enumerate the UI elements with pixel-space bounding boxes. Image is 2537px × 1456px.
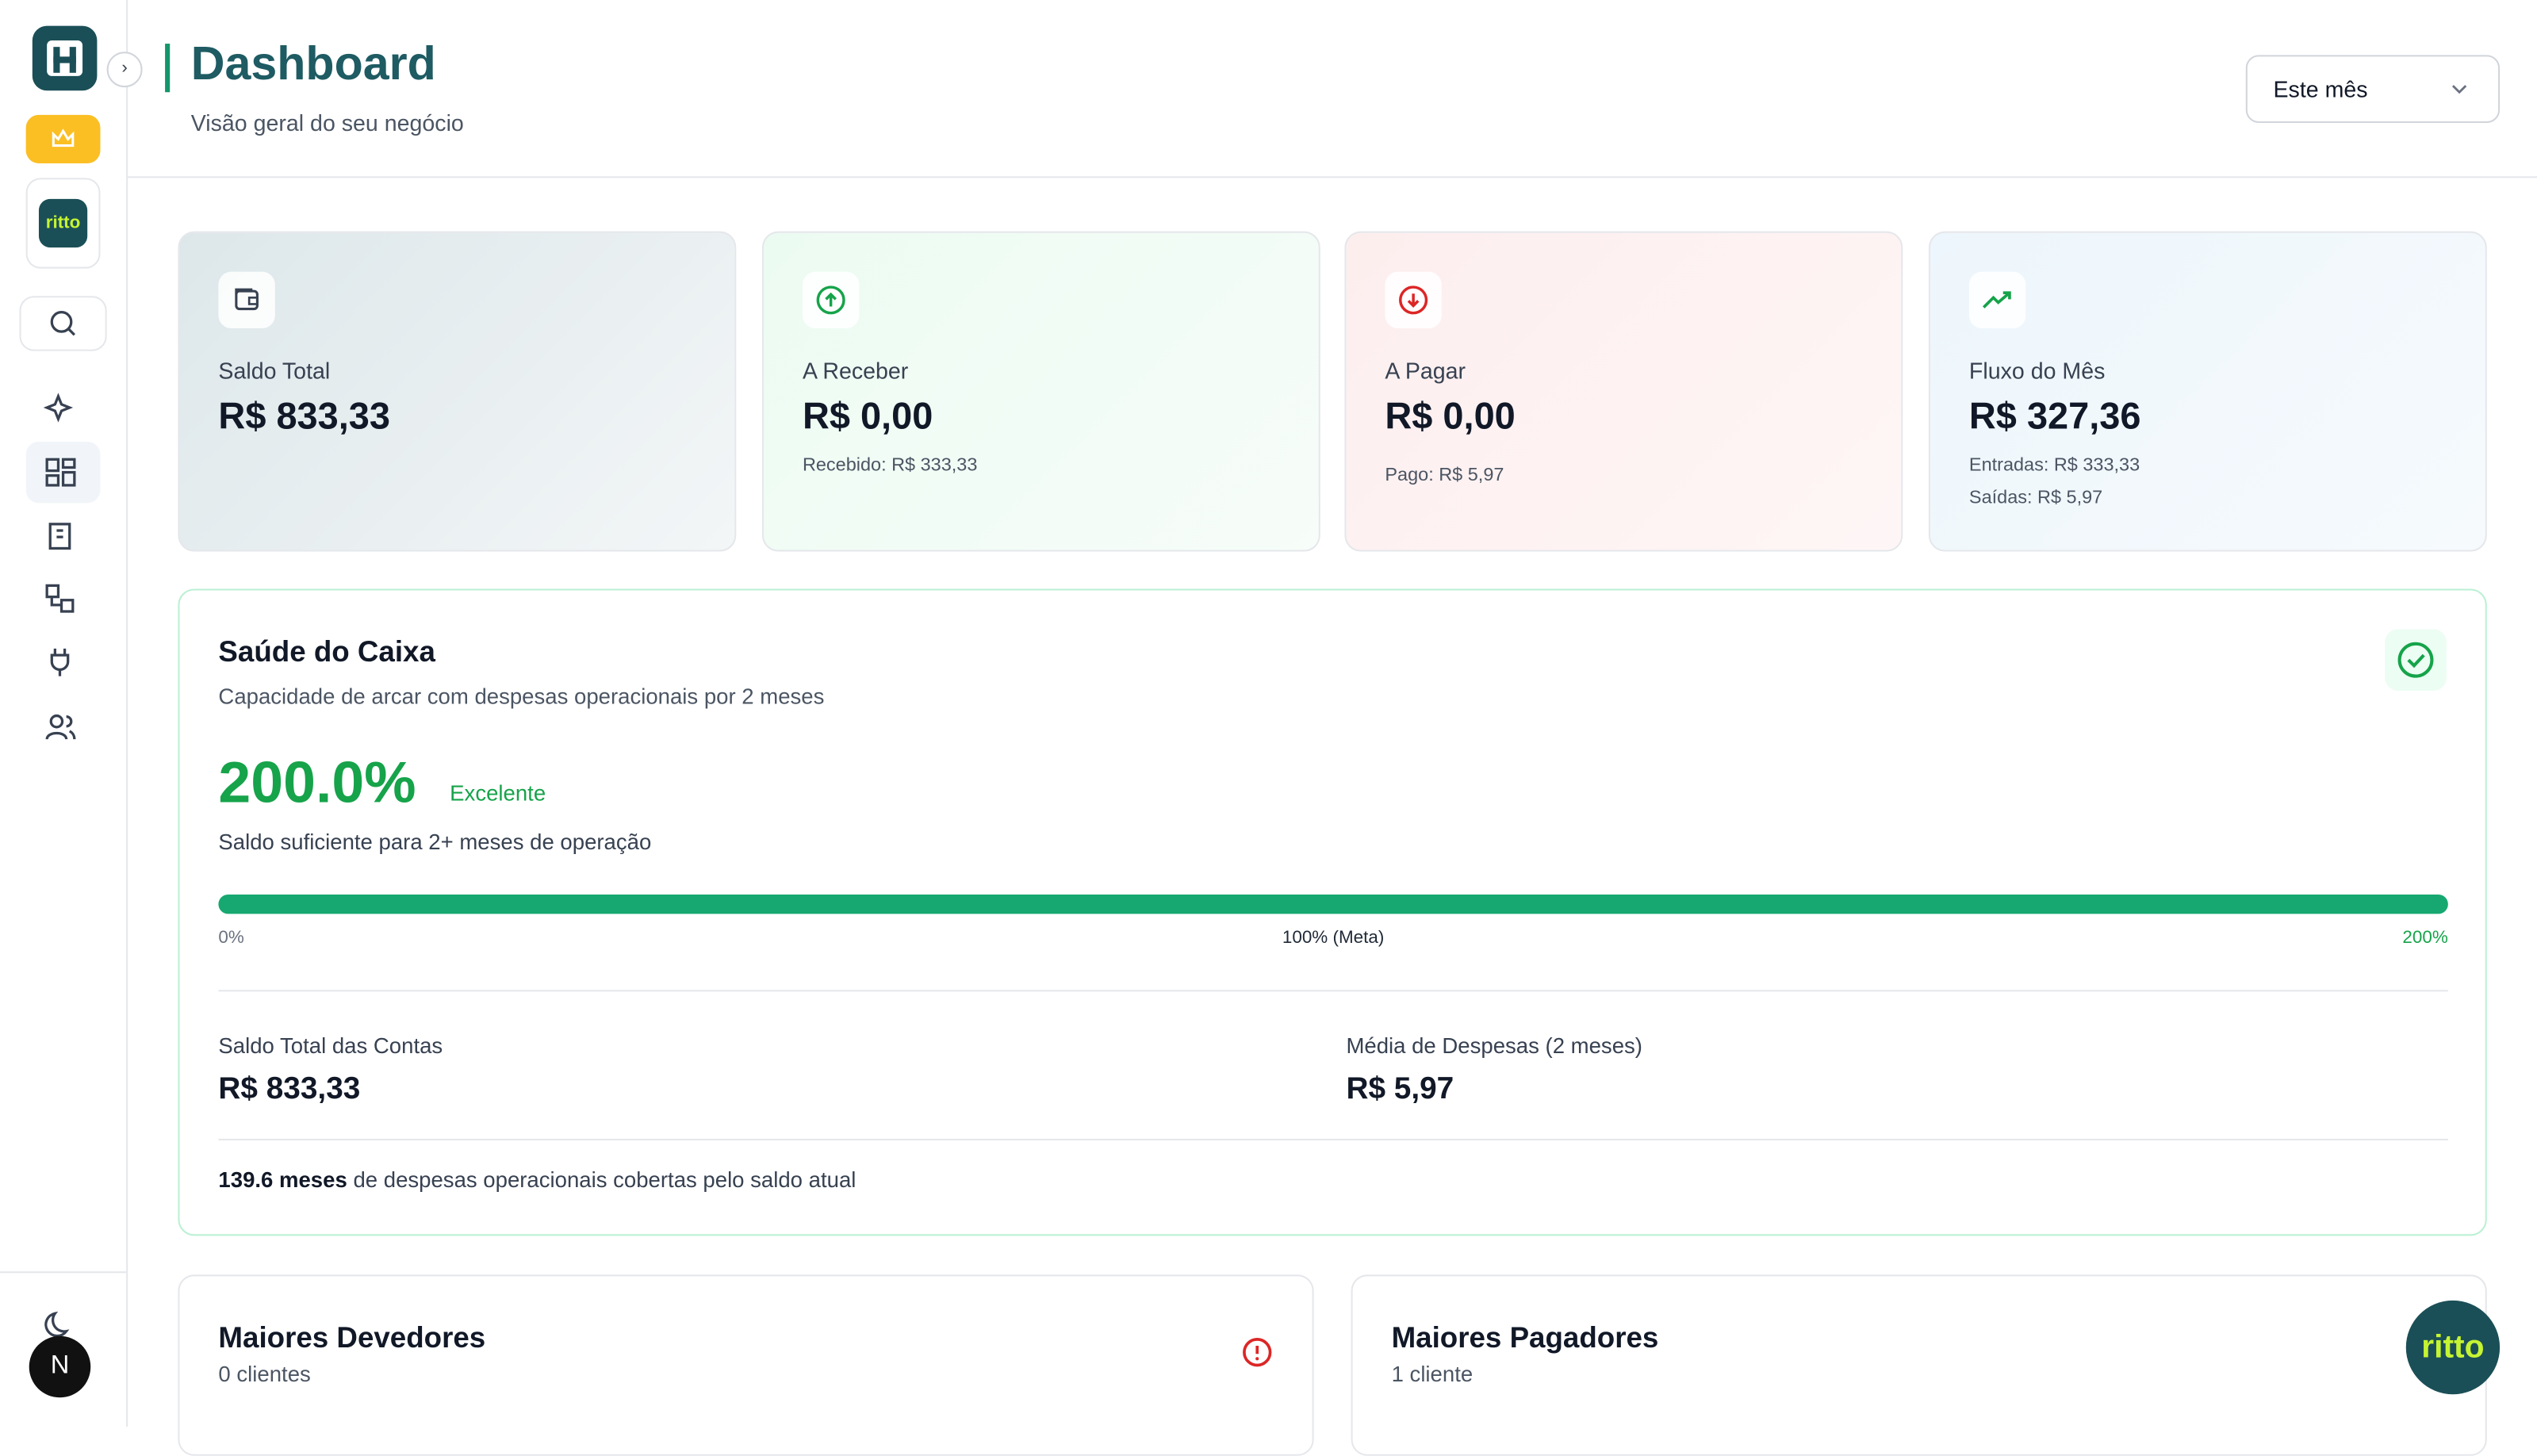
company-switch[interactable]: ritto [25, 178, 101, 269]
chevron [2451, 85, 2467, 94]
icon [1399, 285, 1428, 315]
floating-assistant[interactable]: ritto [2405, 1300, 2501, 1395]
nav-transfers[interactable] [44, 582, 82, 621]
premium-button[interactable] [25, 114, 101, 164]
page-subtitle: Visão geral do seu negócio [190, 109, 464, 136]
card-detail: Saídas: R$ 5,97 [1968, 488, 2103, 508]
user-avatar[interactable]: N [29, 1335, 91, 1398]
search-button[interactable] [19, 296, 107, 351]
scale-min: 0% [218, 928, 244, 948]
health-percent: 200.0% [218, 749, 416, 816]
nav-company[interactable] [44, 519, 82, 558]
icon [45, 458, 76, 487]
coverage-note: 139.6 meses de despesas operacionais cob… [218, 1168, 856, 1193]
stat-label: Média de Despesas (2 meses) [1346, 1033, 1642, 1058]
card-icon [1968, 271, 2026, 329]
check-icon [2397, 642, 2434, 678]
brand-logo: ritto [38, 198, 88, 248]
card-label: Fluxo do Mês [1968, 357, 2106, 384]
icon [43, 393, 74, 423]
icon [45, 714, 76, 740]
section-title: Saúde do Caixa [218, 635, 435, 669]
icon [50, 648, 70, 676]
divider [218, 990, 2448, 992]
alert-icon [1243, 1338, 1272, 1367]
scale-max: 200% [2402, 928, 2448, 948]
header: Dashboard Visão geral do seu negócio Est… [128, 0, 2537, 178]
section-subtitle: Capacidade de arcar com despesas operaci… [218, 684, 825, 709]
card-label: Saldo Total [218, 357, 331, 384]
card-label: A Pagar [1385, 357, 1466, 384]
title-accent [165, 44, 171, 93]
crown-icon [52, 128, 75, 148]
card-detail: Entradas: R$ 333,33 [1968, 456, 2140, 476]
icon [45, 584, 75, 613]
list-title: Maiores Pagadores [1391, 1321, 1659, 1354]
health-status: Excelente [450, 781, 546, 806]
summary-card: Saldo Total R$ 833,33 [178, 231, 737, 552]
search-icon [50, 311, 76, 336]
divider [218, 1138, 2448, 1140]
stat-value: R$ 5,97 [1346, 1072, 1454, 1107]
theme-toggle[interactable] [44, 1308, 82, 1347]
page-title: Dashboard [190, 38, 436, 91]
nav-users[interactable] [44, 710, 82, 749]
icon [235, 288, 259, 311]
nav-dashboard[interactable] [44, 456, 82, 495]
nav-ai[interactable] [43, 392, 82, 431]
card-value: R$ 327,36 [1968, 394, 2141, 437]
icon [816, 285, 845, 315]
health-message: Saldo suficiente para 2+ meses de operaç… [218, 830, 652, 854]
sidebar-divider [0, 1271, 127, 1274]
coverage-months: 139.6 meses [218, 1167, 347, 1193]
list-count: 0 clientes [218, 1362, 311, 1387]
icon [1982, 291, 2011, 308]
sidebar: › ritto N [0, 0, 143, 1427]
card-icon [1385, 271, 1442, 329]
summary-card: A Pagar R$ 0,00 Pago: R$ 5,97 [1344, 231, 1903, 552]
card-icon [802, 271, 860, 329]
debtors-card: Maiores Devedores 0 clientes [178, 1274, 1314, 1456]
coverage-text: de despesas operacionais cobertas pelo s… [353, 1167, 857, 1193]
status-icon [2385, 629, 2447, 691]
list-title: Maiores Devedores [218, 1321, 486, 1354]
app-logo[interactable] [32, 25, 98, 91]
scale-goal: 100% (Meta) [1282, 928, 1385, 948]
collapse-toggle[interactable]: › [106, 52, 143, 88]
period-value: Este mês [2273, 75, 2368, 102]
card-detail: Pago: R$ 5,97 [1385, 466, 1504, 485]
card-value: R$ 833,33 [218, 394, 390, 437]
period-select[interactable]: Este mês [2245, 55, 2501, 124]
nav-integrations[interactable] [44, 646, 82, 684]
stat-label: Saldo Total das Contas [218, 1033, 443, 1058]
progress-bar [218, 894, 2448, 914]
payers-card: Maiores Pagadores 1 cliente [1351, 1274, 2487, 1456]
list-count: 1 cliente [1391, 1362, 1474, 1387]
card-icon [218, 271, 275, 329]
card-value: R$ 0,00 [1385, 394, 1516, 437]
icon [44, 1311, 70, 1338]
summary-card: A Receber R$ 0,00 Recebido: R$ 333,33 [761, 231, 1320, 552]
card-detail: Recebido: R$ 333,33 [802, 456, 978, 476]
summary-card: Fluxo do Mês R$ 327,36 Entradas: R$ 333,33… [1928, 231, 2487, 552]
stat-value: R$ 833,33 [218, 1072, 361, 1107]
card-label: A Receber [802, 357, 909, 384]
icon [48, 523, 71, 550]
logo-mark [47, 40, 83, 76]
card-value: R$ 0,00 [802, 394, 933, 437]
cash-health-card: Saúde do Caixa Capacidade de arcar com d… [178, 588, 2487, 1236]
